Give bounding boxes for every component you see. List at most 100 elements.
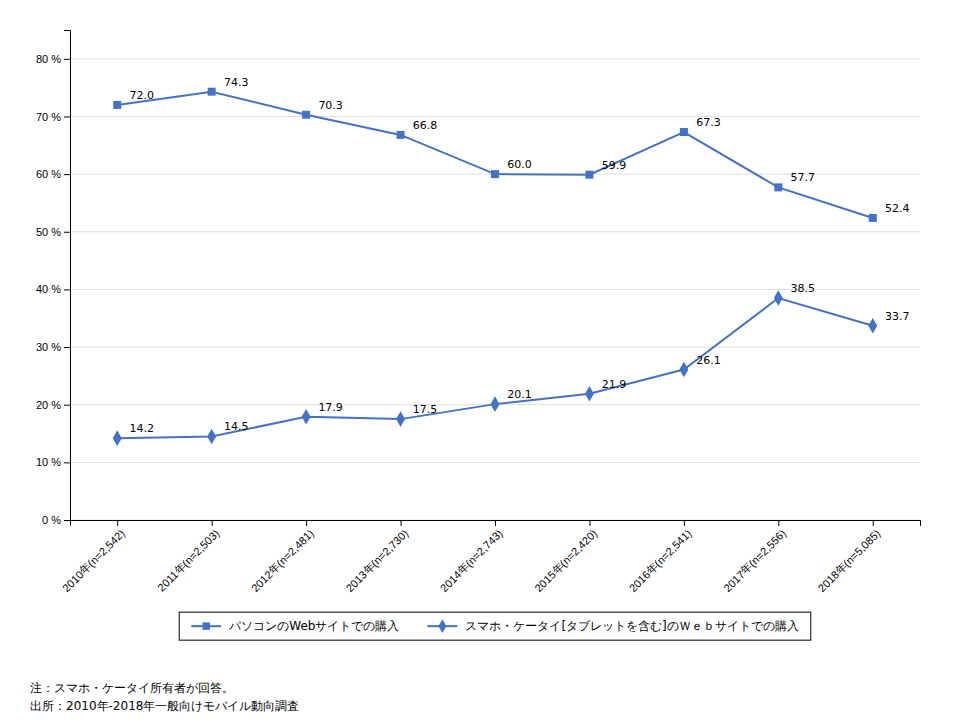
tick-label: 2010年(n=2,542) <box>60 527 127 594</box>
tick-mark <box>778 520 779 526</box>
data-label: 38.5 <box>791 282 816 295</box>
grid-line <box>70 116 920 117</box>
tick-label: 2016年(n=2,541) <box>627 527 694 594</box>
marker <box>208 88 216 96</box>
tick-label: 10 % <box>36 456 61 468</box>
legend: パソコンのWebサイトでの購入 スマホ・ケータイ[タブレットを含む]のＷｅｂサイト… <box>179 612 811 640</box>
marker <box>397 131 405 139</box>
tick-mark <box>64 462 70 463</box>
marker <box>491 396 500 412</box>
data-label: 17.5 <box>413 403 438 416</box>
legend-item: パソコンのWebサイトでの購入 <box>191 619 399 633</box>
tick-label: 80 % <box>36 53 61 65</box>
tick-label: 20 % <box>36 399 61 411</box>
marker <box>679 362 688 378</box>
marker <box>585 171 593 179</box>
tick-mark <box>64 520 70 521</box>
data-label: 20.1 <box>507 388 532 401</box>
tick-label: 0 % <box>42 514 61 526</box>
data-label: 57.7 <box>791 171 816 184</box>
tick-mark <box>589 520 590 526</box>
tick-label: 2013年(n=2,730) <box>343 527 410 594</box>
data-label: 33.7 <box>885 310 910 323</box>
data-label: 14.5 <box>224 420 249 433</box>
tick-label: 70 % <box>36 110 61 122</box>
tick: 2015年(n=2,420) <box>532 520 599 594</box>
legend-item: スマホ・ケータイ[タブレットを含む]のＷｅｂサイトでの購入 <box>427 619 798 633</box>
chart: 0 % 10 % 20 % 30 % 40 % 50 % 60 % 70 % 80 % 2010年… <box>0 0 960 720</box>
tick: 40 % <box>36 283 70 295</box>
data-label: 21.9 <box>602 378 627 391</box>
marker <box>113 430 122 446</box>
tick: 2011年(n=2,503) <box>155 520 222 594</box>
y-axis: 0 % 10 % 20 % 30 % 40 % 50 % 60 % 70 % 80 % <box>36 31 71 527</box>
notes: 注：スマホ・ケータイ所有者が回答。出所：2010年-2018年一般向けモバイル動… <box>30 681 299 713</box>
data-label: 14.2 <box>130 422 155 435</box>
axis-line <box>64 31 71 521</box>
grid-line <box>70 347 920 348</box>
grid-line <box>70 58 920 59</box>
grid-line <box>70 462 920 463</box>
marker <box>774 183 782 191</box>
tick-label: 2011年(n=2,503) <box>155 527 222 594</box>
tick-label: 2012年(n=2,481) <box>249 527 316 594</box>
data-label: 67.3 <box>696 116 721 129</box>
legend-label: パソコンのWebサイトでの購入 <box>228 619 399 633</box>
tick-mark <box>684 520 685 526</box>
tick-mark <box>64 289 70 290</box>
marker <box>869 214 877 222</box>
tick-label: 2017年(n=2,556) <box>721 527 788 594</box>
grid-line <box>70 231 920 232</box>
marker <box>774 290 783 306</box>
grid <box>70 59 920 520</box>
note: 注：スマホ・ケータイ所有者が回答。 <box>30 681 234 695</box>
marker <box>113 101 121 109</box>
tick-mark <box>64 116 70 117</box>
tick-mark <box>117 520 118 526</box>
data-label: 70.3 <box>318 99 343 112</box>
tick: 20 % <box>36 399 70 411</box>
tick: 30 % <box>36 341 70 353</box>
tick-label: 40 % <box>36 283 61 295</box>
tick-mark <box>873 520 874 526</box>
tick: 2018年(n=5,085) <box>816 520 883 594</box>
data-label: 17.9 <box>318 401 343 414</box>
axis-line <box>71 521 921 527</box>
data-label: 72.0 <box>130 89 155 102</box>
marker <box>396 411 405 427</box>
tick-label: 50 % <box>36 226 61 238</box>
data-label: 59.9 <box>602 159 627 172</box>
marker <box>585 386 594 402</box>
legend-marker <box>202 622 209 629</box>
x-axis: 2010年(n=2,542) 2011年(n=2,503) 2012年(n=2,48… <box>60 520 921 594</box>
tick: 2014年(n=2,743) <box>438 520 505 594</box>
tick-mark <box>495 520 496 526</box>
data-label: 66.8 <box>413 119 438 132</box>
marker <box>302 111 310 119</box>
data-label: 60.0 <box>507 158 532 171</box>
tick-mark <box>64 174 70 175</box>
legend-marker <box>438 619 446 633</box>
legend-label: スマホ・ケータイ[タブレットを含む]のＷｅｂサイトでの購入 <box>465 619 798 633</box>
tick-mark <box>306 520 307 526</box>
tick: 70 % <box>36 110 70 122</box>
tick: 60 % <box>36 168 70 180</box>
tick: 10 % <box>36 456 70 468</box>
marker <box>868 318 877 334</box>
legend-frame <box>179 612 811 640</box>
tick: 2012年(n=2,481) <box>249 520 316 594</box>
plot: 0 % 10 % 20 % 30 % 40 % 50 % 60 % 70 % 80 % 2010年… <box>36 31 921 595</box>
tick-label: 2018年(n=5,085) <box>816 527 883 594</box>
tick-mark <box>401 520 402 526</box>
tick-mark <box>64 59 70 60</box>
marker <box>680 128 688 136</box>
data-label: 74.3 <box>224 76 249 89</box>
line <box>117 92 873 218</box>
tick: 80 % <box>36 53 70 65</box>
tick-label: 2014年(n=2,743) <box>438 527 505 594</box>
note: 出所：2010年-2018年一般向けモバイル動向調査 <box>30 699 299 713</box>
tick-mark <box>64 405 70 406</box>
tick: 50 % <box>36 226 70 238</box>
tick-label: 30 % <box>36 341 61 353</box>
marker <box>491 170 499 178</box>
